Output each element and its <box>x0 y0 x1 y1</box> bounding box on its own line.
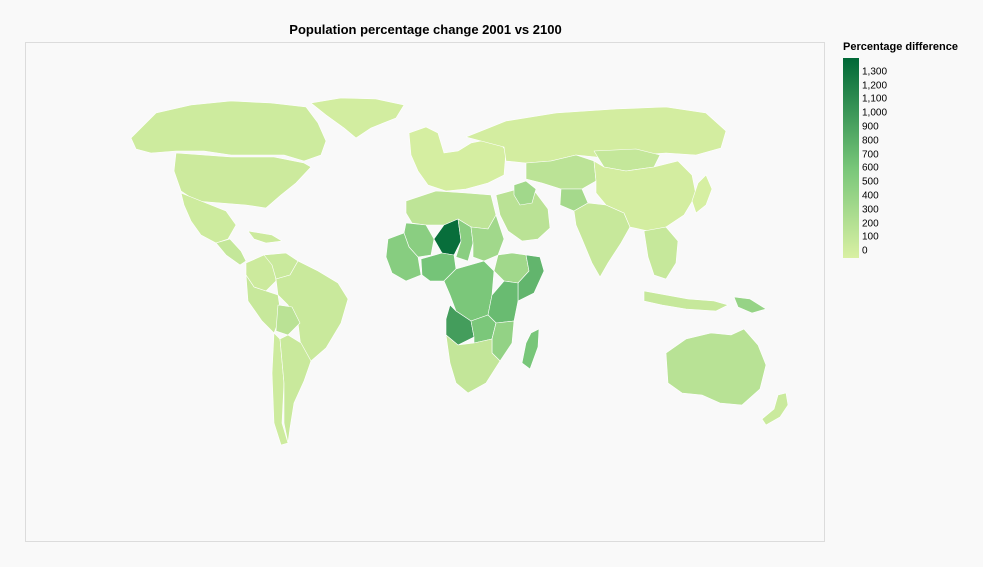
world-map <box>130 97 789 446</box>
region-canada <box>130 100 327 162</box>
legend-tick-label: 1,200 <box>862 80 888 92</box>
region-new-zealand <box>761 392 789 426</box>
region-china <box>593 160 697 232</box>
legend-tick-label: 0 <box>862 245 868 257</box>
legend-tick-label: 600 <box>862 162 879 174</box>
legend-tick-label: 900 <box>862 121 879 133</box>
region-papua-new-guinea <box>733 296 767 314</box>
region-india <box>573 202 631 278</box>
region-japan <box>691 174 713 214</box>
legend-tick-label: 300 <box>862 204 879 216</box>
region-central-america <box>215 238 247 266</box>
region-southern-africa <box>445 334 501 394</box>
legend-tick-label: 800 <box>862 135 879 147</box>
region-somalia <box>517 254 545 302</box>
region-mozambique <box>491 320 515 362</box>
region-iraq <box>513 180 537 206</box>
region-bolivia <box>275 304 301 336</box>
region-united-states <box>173 152 312 209</box>
region-argentina <box>279 334 312 444</box>
region-west-africa <box>385 232 422 282</box>
legend-title: Percentage difference <box>843 41 958 53</box>
legend-tick-label: 1,100 <box>862 93 888 105</box>
region-australia <box>665 328 767 406</box>
legend-tick-label: 1,300 <box>862 66 888 78</box>
legend-tick-label: 200 <box>862 218 879 230</box>
legend-tick-label: 500 <box>862 176 879 188</box>
legend-tick-label: 100 <box>862 231 879 243</box>
map-title: Population percentage change 2001 vs 210… <box>289 22 562 37</box>
region-indonesia <box>643 290 729 312</box>
region-central-asia <box>525 154 597 190</box>
legend-color-ramp <box>843 58 859 258</box>
region-greenland <box>310 97 405 139</box>
map-area <box>25 42 825 542</box>
region-madagascar <box>521 328 540 370</box>
region-southeast-asia <box>643 226 679 280</box>
legend-tick-label: 1,000 <box>862 107 888 119</box>
region-angola <box>445 304 475 346</box>
region-europe <box>408 126 507 192</box>
legend-tick-label: 700 <box>862 149 879 161</box>
region-russia <box>465 106 727 164</box>
region-caribbean <box>247 230 283 244</box>
legend-tick-labels: 1,300 1,200 1,100 1,000 900 800 700 600 500 400 30… <box>862 58 962 258</box>
legend-tick-label: 400 <box>862 190 879 202</box>
